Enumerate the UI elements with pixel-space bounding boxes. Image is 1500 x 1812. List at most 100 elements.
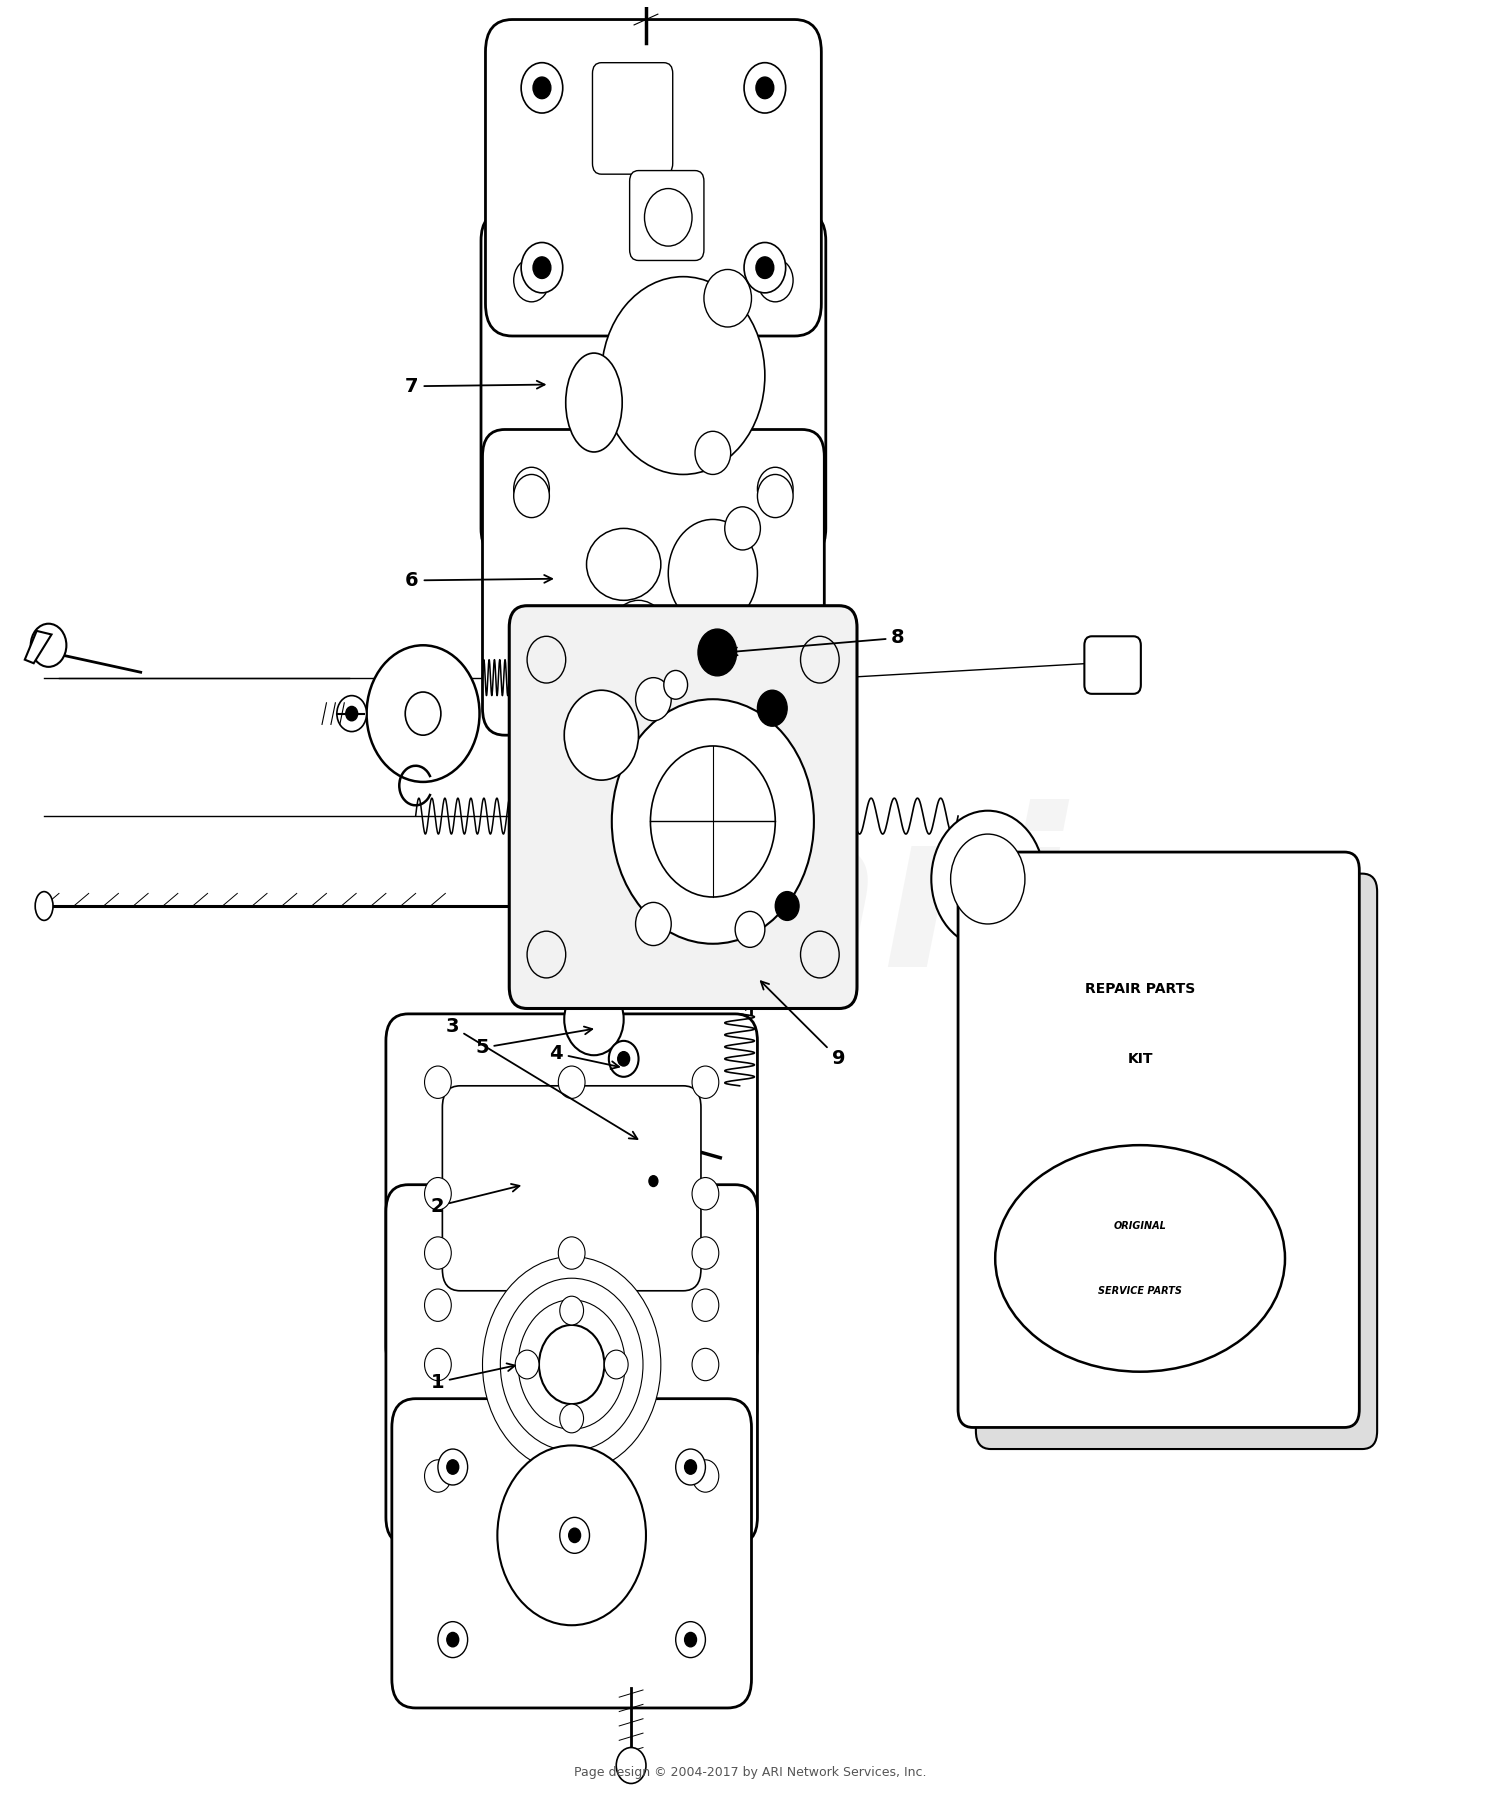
Circle shape <box>501 1277 644 1451</box>
Circle shape <box>560 1404 584 1433</box>
Circle shape <box>684 1460 696 1475</box>
Circle shape <box>698 629 736 676</box>
Circle shape <box>604 1350 628 1379</box>
Circle shape <box>758 259 794 303</box>
Text: 9: 9 <box>760 982 844 1069</box>
Circle shape <box>560 1296 584 1325</box>
Text: 2: 2 <box>430 1183 519 1216</box>
Circle shape <box>758 467 794 511</box>
Circle shape <box>684 1633 696 1647</box>
Text: Page design © 2004-2017 by ARI Network Services, Inc.: Page design © 2004-2017 by ARI Network S… <box>573 1767 926 1779</box>
FancyBboxPatch shape <box>386 1185 758 1544</box>
Circle shape <box>756 78 774 98</box>
Circle shape <box>424 1065 451 1098</box>
FancyBboxPatch shape <box>482 212 826 556</box>
Circle shape <box>560 1517 590 1553</box>
Circle shape <box>801 636 838 683</box>
Polygon shape <box>26 631 51 663</box>
Circle shape <box>650 1176 658 1187</box>
Text: KIT: KIT <box>1128 1051 1154 1065</box>
Text: 1: 1 <box>430 1363 514 1392</box>
Circle shape <box>758 647 794 690</box>
Circle shape <box>651 747 776 897</box>
Text: 6: 6 <box>405 571 552 591</box>
Circle shape <box>692 1288 718 1321</box>
Circle shape <box>532 257 550 279</box>
Circle shape <box>558 1288 585 1321</box>
Circle shape <box>609 600 669 672</box>
Circle shape <box>558 1460 585 1493</box>
Circle shape <box>692 1065 718 1098</box>
Circle shape <box>638 342 656 364</box>
Circle shape <box>513 475 549 518</box>
Circle shape <box>338 696 366 732</box>
Circle shape <box>424 1238 451 1268</box>
Circle shape <box>692 1238 718 1268</box>
Circle shape <box>692 1460 718 1493</box>
Circle shape <box>602 277 765 475</box>
Circle shape <box>694 431 730 475</box>
Text: 4: 4 <box>549 1044 620 1069</box>
Circle shape <box>513 647 549 690</box>
Circle shape <box>447 1460 459 1475</box>
Ellipse shape <box>994 1145 1286 1372</box>
Text: 3: 3 <box>446 1017 638 1140</box>
Text: 5: 5 <box>476 1027 592 1058</box>
Circle shape <box>424 1178 451 1210</box>
Circle shape <box>366 645 480 783</box>
Circle shape <box>616 1747 646 1783</box>
FancyBboxPatch shape <box>442 1085 700 1290</box>
Circle shape <box>645 188 692 246</box>
Circle shape <box>744 63 786 112</box>
Circle shape <box>636 678 670 721</box>
Circle shape <box>447 1633 459 1647</box>
Text: 8: 8 <box>729 629 904 656</box>
Circle shape <box>776 892 800 920</box>
Circle shape <box>758 690 788 727</box>
Text: ari: ari <box>730 799 1066 1013</box>
Circle shape <box>346 707 357 721</box>
Circle shape <box>564 984 624 1055</box>
Circle shape <box>513 259 549 303</box>
Circle shape <box>756 257 774 279</box>
Circle shape <box>692 1348 718 1381</box>
Circle shape <box>513 467 549 511</box>
Circle shape <box>526 931 566 978</box>
Circle shape <box>758 475 794 518</box>
Text: ORIGINAL: ORIGINAL <box>1113 1221 1167 1230</box>
FancyBboxPatch shape <box>486 20 822 335</box>
Circle shape <box>801 931 838 978</box>
Circle shape <box>669 520 758 627</box>
FancyBboxPatch shape <box>630 170 704 261</box>
Circle shape <box>558 1065 585 1098</box>
FancyBboxPatch shape <box>976 873 1377 1450</box>
Circle shape <box>951 834 1024 924</box>
Circle shape <box>518 1299 626 1430</box>
Circle shape <box>618 1051 630 1065</box>
Circle shape <box>568 1528 580 1542</box>
Circle shape <box>636 902 670 946</box>
FancyBboxPatch shape <box>392 1399 752 1709</box>
Ellipse shape <box>34 892 53 920</box>
FancyBboxPatch shape <box>510 605 856 1009</box>
Ellipse shape <box>586 529 662 600</box>
Circle shape <box>526 636 566 683</box>
Text: REPAIR PARTS: REPAIR PARTS <box>1084 982 1196 997</box>
Circle shape <box>532 78 550 98</box>
Circle shape <box>675 1622 705 1658</box>
FancyBboxPatch shape <box>592 63 672 174</box>
Circle shape <box>424 1460 451 1493</box>
Circle shape <box>609 1040 639 1076</box>
Circle shape <box>424 1288 451 1321</box>
Circle shape <box>675 1450 705 1486</box>
Circle shape <box>520 243 562 294</box>
FancyBboxPatch shape <box>483 429 825 736</box>
Circle shape <box>405 692 441 736</box>
Circle shape <box>438 1622 468 1658</box>
FancyBboxPatch shape <box>386 1015 758 1373</box>
Circle shape <box>612 699 815 944</box>
Circle shape <box>538 1325 604 1404</box>
FancyBboxPatch shape <box>958 852 1359 1428</box>
Circle shape <box>424 1348 451 1381</box>
Ellipse shape <box>566 353 622 451</box>
